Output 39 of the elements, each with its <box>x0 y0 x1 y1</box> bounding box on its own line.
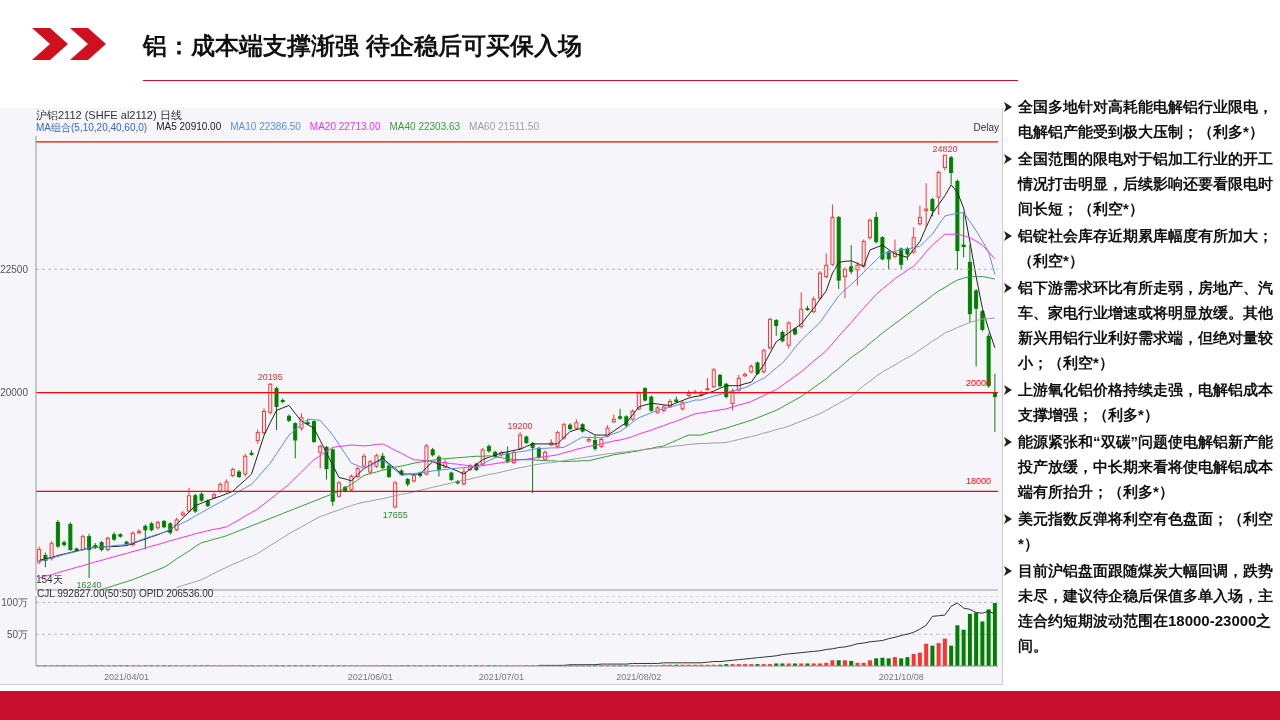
annotation: 24820 <box>932 143 958 154</box>
ref-line-label: 18000 <box>965 476 991 487</box>
y-tick-label: 20000 <box>0 387 29 399</box>
annotation: CJL 992827.00(50:50) OPID 206536.00 <box>37 588 214 599</box>
text: 22386.50 <box>259 121 301 132</box>
annotation: 19200 <box>507 421 533 432</box>
x-tick-label: 2021/08/02 <box>616 672 662 683</box>
x-tick-label: 2021/04/01 <box>104 672 150 683</box>
y-tick-label: 50万 <box>6 628 28 640</box>
text: 22303.63 <box>418 121 461 132</box>
annotation: 154天 <box>36 574 63 585</box>
y-tick-label: 22500 <box>0 263 29 275</box>
text: 20910.00 <box>179 121 222 132</box>
annotation: 16240 <box>76 579 102 590</box>
text: MA40 <box>389 121 416 132</box>
text: 铝锭社会库存近期累库幅度有所加大；（利空*） <box>1018 226 1274 271</box>
x-tick-label: 2021/10/08 <box>878 672 924 683</box>
text: MA5 <box>156 121 177 132</box>
x-tick-label: 2021/07/01 <box>478 672 524 683</box>
text: 目前沪铝盘面跟随煤炭大幅回调，跌势未尽，建议待企稳后保值多单入场，主连合约短期波动范围在18000-23000之间。 <box>1018 561 1274 656</box>
text: MA20 <box>309 121 336 132</box>
text: 22713.00 <box>338 121 381 132</box>
text: MA10 <box>230 121 257 132</box>
annotation: 17655 <box>382 509 408 520</box>
x-tick-label: 2021/06/01 <box>347 672 393 683</box>
y-tick-label: 100万 <box>1 596 28 608</box>
chart-subtitle: 沪铝2112 (SHFE al2112) 日线 <box>36 109 182 121</box>
chart-title: 铝：成本端支撑渐强 待企稳后可买保入场 <box>143 32 582 59</box>
text: 能源紧张和“双碳”问题使电解铝新产能投产放缓，中长期来看将使电解铝成本端有所抬升；（利多*） <box>1018 432 1274 502</box>
text: Delay <box>973 122 999 133</box>
text: MA60 <box>469 121 496 132</box>
legend-title: MA组合(5,10,20,40,60,0) <box>36 122 148 135</box>
text: 上游氧化铝价格持续走强，电解铝成本支撑增强；（利多*） <box>1018 380 1274 425</box>
text: 全国范围的限电对于铝加工行业的开工情况打击明显，后续影响还要看限电时间长短；（利空*） <box>1018 149 1274 219</box>
text: 全国多地针对高耗能电解铝行业限电，电解铝产能受到极大压制；（利多*） <box>1018 97 1274 142</box>
text: 铝下游需求环比有所走弱，房地产、汽车、家电行业增速或将明显放缓。其他新兴用铝行业利好需求端，但绝对量较小；（利空*） <box>1018 278 1274 373</box>
text: 21511.50 <box>498 121 539 132</box>
annotation: 20195 <box>257 371 283 382</box>
text: 美元指数反弹将利空有色盘面；（利空*） <box>1018 509 1274 554</box>
